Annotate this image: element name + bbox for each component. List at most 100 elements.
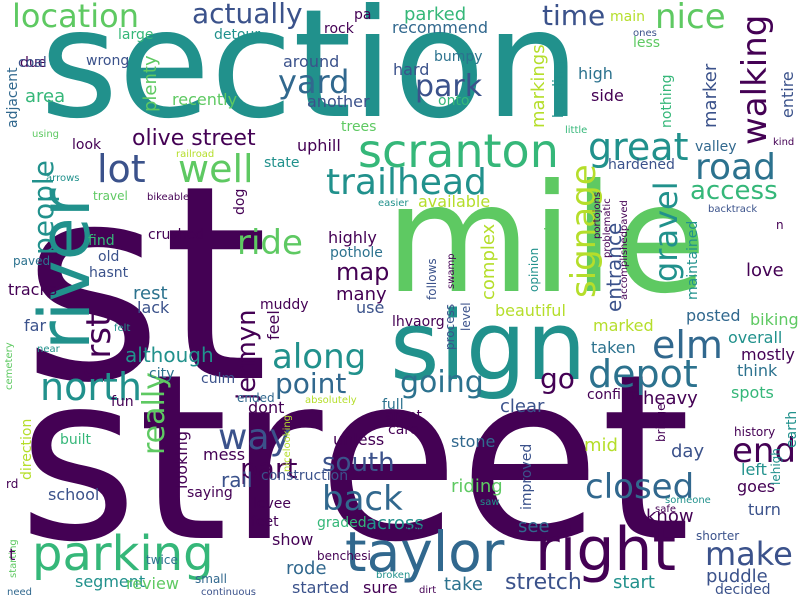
word: less [633, 35, 661, 51]
word: rd [6, 477, 19, 491]
word: wrong [86, 53, 130, 69]
word: complex [478, 223, 499, 300]
word: state [264, 155, 300, 171]
word: biking [750, 310, 799, 329]
word: stone [451, 432, 496, 451]
word: marked [593, 316, 654, 335]
word: follows [425, 258, 439, 300]
word: right [535, 515, 676, 585]
word: location [12, 0, 139, 35]
word: confirm [587, 387, 641, 403]
word: saying [187, 485, 233, 501]
word: lack [137, 298, 170, 317]
word: someone [665, 495, 711, 506]
word: due [20, 55, 47, 71]
word: hard [393, 60, 430, 79]
word: continuous [201, 587, 256, 598]
word: lot [97, 147, 146, 191]
word: history [734, 425, 776, 439]
word: rode [286, 558, 327, 579]
word: gravel [647, 181, 685, 282]
word: broken [376, 570, 411, 581]
word: decided [715, 582, 771, 598]
word: felt [114, 323, 131, 334]
word: started [292, 578, 350, 597]
word: small [195, 572, 227, 586]
word: little [565, 125, 588, 136]
word: using [32, 129, 60, 140]
word: entire [778, 71, 797, 118]
word: find [88, 233, 115, 249]
word: crossing [543, 209, 559, 267]
word: area [25, 86, 66, 107]
word: posted [686, 306, 741, 325]
word: hasnt [89, 265, 129, 281]
word: jermyn [232, 309, 262, 400]
word: mile [385, 153, 707, 327]
word: spots [731, 383, 774, 402]
word: olive street [132, 126, 256, 151]
word: show [272, 530, 314, 549]
word: school [48, 485, 100, 504]
word: care [388, 422, 419, 438]
word: go [540, 362, 575, 395]
word: main [610, 9, 645, 25]
word: rock [324, 21, 354, 37]
word: shorter [696, 529, 740, 543]
word: going [400, 365, 484, 400]
word: bikeable [147, 192, 190, 203]
word: take [444, 574, 483, 595]
word: need [7, 587, 32, 598]
word: know [646, 506, 694, 527]
word: access [690, 176, 778, 206]
word: swamp [446, 253, 457, 289]
word: muddy [260, 297, 309, 313]
word: direction [19, 418, 35, 480]
word: stretch [505, 570, 582, 595]
word: see [518, 516, 550, 537]
word: actually [192, 0, 303, 30]
word: point [275, 367, 347, 400]
word: closed [585, 467, 695, 507]
word: street [18, 326, 691, 593]
word: great [588, 125, 689, 169]
word: time [542, 0, 606, 32]
word: many [336, 284, 387, 305]
word: overall [728, 328, 783, 347]
word: accomplishedpaved [619, 200, 630, 300]
word: heading [551, 61, 567, 118]
word: process [443, 303, 457, 350]
word: level [459, 302, 473, 331]
word: taken [591, 338, 636, 357]
word: feel [264, 310, 283, 340]
word: recommend [392, 18, 488, 37]
word: opinion [527, 247, 541, 292]
word: mess [203, 445, 246, 464]
word: start [613, 572, 655, 593]
word: far [24, 316, 47, 335]
word: hardened [608, 157, 675, 173]
word: elm [652, 323, 723, 367]
word: marker [700, 63, 721, 128]
word: arrows [46, 173, 80, 184]
word: way [218, 417, 291, 458]
word: city [149, 366, 175, 382]
word: puddle [706, 566, 768, 587]
word: north [40, 365, 142, 409]
word: heavy [643, 388, 698, 409]
word: feet [251, 514, 279, 530]
word: trailhead [326, 162, 487, 203]
word: sign [390, 292, 587, 402]
word: parking [32, 526, 214, 582]
word: along [272, 337, 367, 377]
word: crushed [148, 227, 204, 243]
word: adjacent [5, 67, 21, 128]
word: yard [278, 63, 350, 101]
word: although [125, 343, 214, 367]
word: rest [133, 283, 168, 304]
word: mostly [741, 345, 795, 364]
word: pothole [330, 245, 383, 261]
word: back [322, 479, 403, 519]
word: markings [528, 44, 549, 128]
word: problematic [602, 198, 613, 258]
